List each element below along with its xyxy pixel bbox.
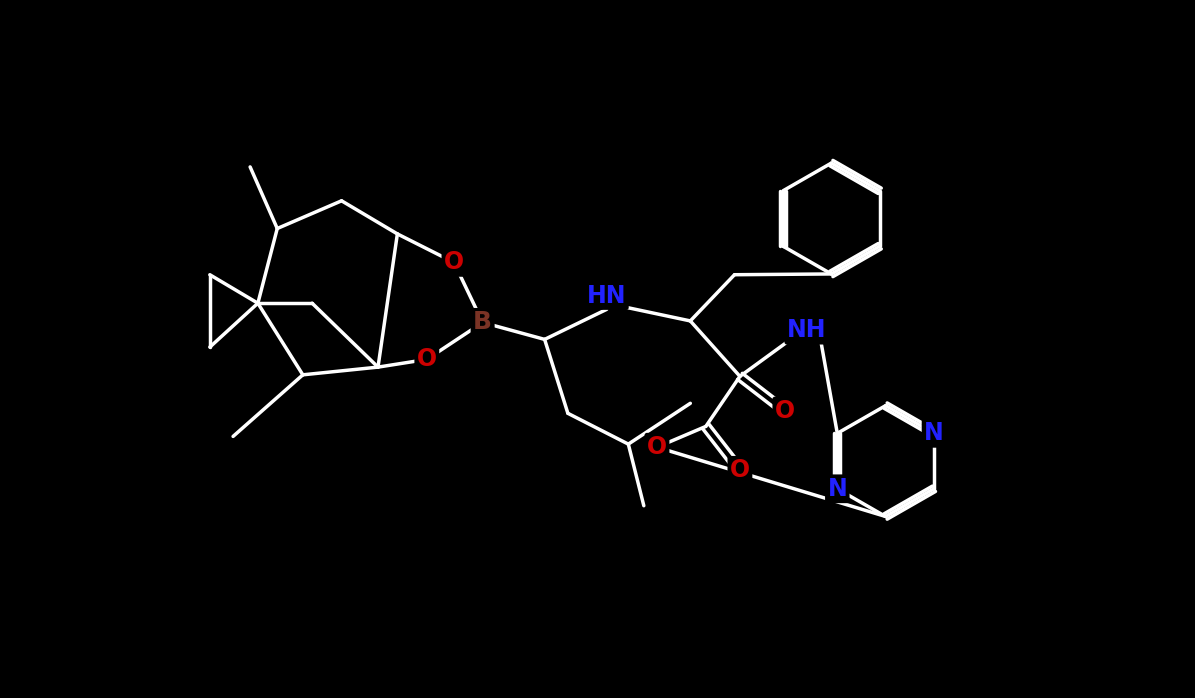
Text: NH: NH bbox=[786, 318, 826, 342]
Text: HN: HN bbox=[587, 283, 626, 308]
Text: O: O bbox=[443, 251, 464, 274]
Text: N: N bbox=[827, 477, 847, 500]
Text: O: O bbox=[774, 399, 795, 423]
Text: O: O bbox=[417, 348, 437, 371]
Text: N: N bbox=[924, 422, 944, 445]
Text: O: O bbox=[730, 459, 750, 482]
Text: B: B bbox=[473, 311, 492, 334]
Text: O: O bbox=[646, 435, 667, 459]
